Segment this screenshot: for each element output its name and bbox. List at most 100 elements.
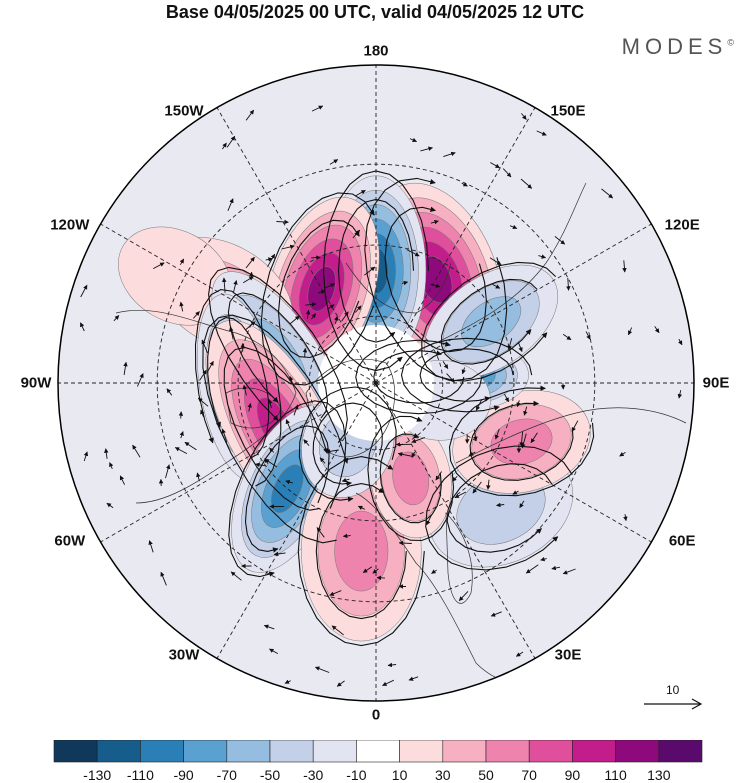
streamline — [207, 317, 270, 459]
wind-arrow — [249, 271, 254, 280]
wind-arrow — [517, 341, 523, 353]
colorbar-tick-label: 110 — [604, 767, 627, 783]
streamline — [441, 278, 538, 365]
wind-arrow — [530, 432, 538, 444]
colorbar-swatch — [442, 740, 487, 763]
wind-arrow — [329, 590, 342, 596]
wind-arrow — [452, 475, 458, 482]
wind-arrow — [490, 162, 500, 169]
streamline — [194, 289, 282, 487]
anomaly-contour — [392, 451, 430, 506]
wind-arrow — [523, 406, 528, 416]
longitude-label: 150W — [164, 102, 204, 120]
wind-arrow — [331, 625, 344, 636]
wind-arrow — [623, 514, 628, 522]
wind-arrow — [566, 277, 571, 291]
streamline — [202, 314, 349, 544]
wind-arrow — [136, 373, 144, 387]
wind-arrow — [281, 244, 295, 250]
wind-arrow — [554, 236, 566, 245]
wind-arrow — [302, 347, 308, 358]
wind-arrow — [516, 400, 521, 408]
wind-arrow — [305, 302, 317, 307]
wind-arrow — [525, 564, 539, 574]
wind-arrow — [152, 262, 165, 269]
colorbar-swatch — [53, 740, 98, 763]
wind-arrow — [303, 439, 310, 446]
coastline-greenland — [305, 359, 396, 458]
wind-arrow — [446, 373, 455, 383]
wind-arrow — [504, 393, 509, 403]
colorbar-swatch — [658, 740, 703, 763]
wind-arrow — [521, 113, 527, 120]
wind-arrow — [411, 436, 425, 443]
wind-arrow — [184, 441, 197, 451]
reference-vector-arrow — [644, 698, 703, 710]
colorbar-swatch — [183, 740, 228, 763]
wind-arrow — [305, 309, 311, 319]
wind-arrow — [341, 311, 349, 322]
reference-vector-label: 10 — [666, 683, 680, 697]
wind-arrow — [442, 360, 449, 369]
streamline — [367, 415, 455, 542]
wind-arrow — [222, 142, 227, 150]
wind-arrow — [247, 402, 252, 412]
wind-arrow — [475, 399, 483, 411]
wind-arrow — [165, 464, 171, 479]
wind-arrow — [515, 651, 524, 657]
wind-arrow — [119, 475, 126, 485]
latitude-circle — [237, 244, 515, 522]
streamline — [384, 206, 487, 353]
wind-arrow — [406, 249, 420, 257]
streamline — [228, 400, 347, 578]
wind-arrow — [490, 611, 502, 617]
wind-arrow — [106, 502, 114, 509]
wind-arrow — [519, 431, 524, 447]
wind-arrow — [80, 284, 88, 298]
colorbar-tick-label: -70 — [216, 767, 237, 783]
wind-arrow — [263, 624, 275, 630]
chart-title: Base 04/05/2025 00 UTC, valid 04/05/2025… — [165, 2, 585, 22]
wind-arrow — [571, 420, 579, 432]
polar-stereographic-map — [57, 64, 695, 702]
wind-arrow — [372, 568, 379, 574]
wind-arrow — [420, 146, 433, 152]
colorbar-tick-label: 130 — [647, 767, 671, 783]
wind-arrow — [264, 458, 269, 464]
longitude-label: 0 — [371, 706, 381, 724]
wind-arrow — [160, 571, 167, 586]
wind-arrow — [342, 533, 351, 539]
wind-arrow — [489, 257, 502, 266]
wind-arrow — [443, 151, 456, 158]
wind-arrow — [430, 283, 441, 288]
wind-arrow — [398, 540, 412, 546]
wind-arrow — [83, 451, 89, 462]
wind-arrow — [221, 428, 228, 443]
streamline — [469, 400, 574, 481]
wind-arrow — [472, 481, 482, 494]
wind-arrow — [193, 311, 200, 319]
brand-name: MODES — [621, 34, 728, 59]
wind-arrow — [178, 411, 184, 419]
coastline-north-america — [115, 309, 297, 504]
wind-arrow — [435, 471, 442, 481]
wind-arrow — [197, 397, 209, 407]
wind-arrow — [199, 369, 207, 381]
wind-arrow — [352, 229, 361, 239]
wind-arrow — [289, 315, 300, 325]
colorbar-tick-label: -130 — [83, 767, 112, 783]
wind-arrow — [355, 189, 366, 197]
streamline — [379, 433, 442, 524]
wind-arrow — [109, 462, 114, 469]
colorbar-swatch — [615, 740, 660, 763]
polar-map — [56, 63, 696, 708]
colorbar-swatch — [485, 740, 530, 763]
colorbar-swatch — [399, 740, 444, 763]
colorbar-tick-label: 10 — [391, 767, 408, 783]
wind-arrow — [677, 390, 683, 399]
wind-arrow — [245, 256, 255, 269]
wind-arrow — [468, 451, 476, 456]
wind-arrow — [255, 462, 266, 468]
wind-arrow — [206, 360, 214, 373]
streamline — [355, 339, 483, 415]
